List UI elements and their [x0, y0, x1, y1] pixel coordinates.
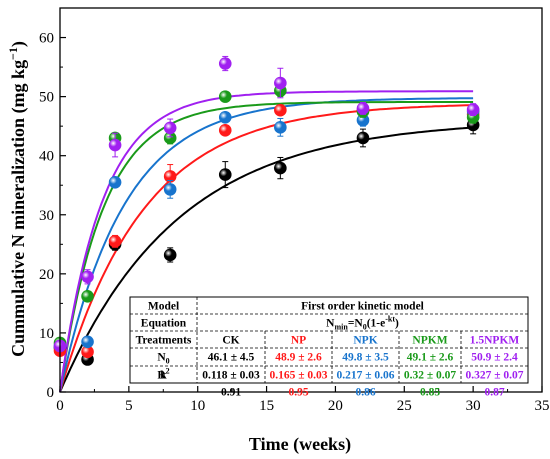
y-tick-label: 50 [39, 90, 54, 106]
fit-curve-npk [59, 97, 474, 393]
data-point-npk [218, 110, 232, 124]
data-point-npk [108, 175, 122, 189]
table-cell-n0: 49.8 ± 3.5 [342, 352, 389, 364]
table-cell-r2: 0.91 [221, 387, 241, 399]
data-point-np [218, 123, 232, 137]
data-point-ck [163, 248, 177, 262]
table-col-header: NPKM [412, 335, 447, 347]
axes: 0 5 10 15 20 25 30 35 0 10 20 30 40 50 60 [39, 7, 550, 414]
table-cell-r2: 0.85 [420, 387, 440, 399]
table-cell-n0: 50.9 ± 2.4 [471, 352, 518, 364]
data-point-np [108, 235, 122, 248]
data-points [53, 55, 480, 366]
fit-curves [59, 90, 474, 393]
table-cell-r2: 0.95 [288, 387, 308, 399]
data-point-15npkm [274, 76, 287, 90]
table-col-header: NP [291, 335, 306, 347]
data-point-15npkm [466, 103, 480, 116]
y-tick-label: 20 [39, 267, 54, 283]
y-tick-label: 0 [47, 385, 55, 401]
table-col-header: 1.5NPKM [470, 335, 520, 347]
table-cell-k: 0.217 ± 0.06 [336, 370, 394, 382]
y-tick-label: 40 [39, 149, 54, 165]
table-cell-k: 0.327 ± 0.07 [465, 370, 523, 382]
data-point-15npkm [356, 102, 370, 115]
table-row-label: N0 [157, 352, 169, 366]
kinetic-table: Model First order kinetic model Equation Nm… [129, 296, 529, 399]
data-point-npk [163, 183, 177, 196]
table-col-header: NPK [353, 335, 377, 347]
table-col-header: CK [222, 335, 239, 347]
data-point-15npkm [81, 270, 94, 284]
data-point-npkm [218, 90, 232, 103]
table-cell-k: 0.118 ± 0.03 [202, 370, 260, 382]
x-tick-label: 5 [125, 398, 133, 414]
data-point-npk [274, 121, 287, 134]
data-point-15npkm [108, 138, 122, 152]
table-cell-k: 0.165 ± 0.03 [269, 370, 327, 382]
table-cell-n0: 49.1 ± 2.6 [407, 352, 454, 364]
x-tick-label: 10 [190, 398, 205, 414]
x-tick-label: 35 [535, 398, 550, 414]
data-point-npk [81, 335, 94, 349]
fit-curve-15npkm [59, 90, 474, 393]
x-axis-label: Time (weeks) [249, 434, 351, 455]
table-cell-n0: 48.9 ± 2.6 [275, 352, 322, 364]
table-equation: Nmin=N0(1-e-kt) [326, 315, 399, 332]
data-point-ck [356, 131, 370, 145]
table-cell-n0: 46.1 ± 4.5 [208, 352, 255, 364]
table-cell-r2: 0.87 [484, 387, 504, 399]
x-tick-label: 30 [466, 398, 481, 414]
table-frame [129, 296, 529, 384]
data-point-15npkm [163, 121, 177, 135]
fit-curve-ck [59, 126, 474, 393]
table-title: First order kinetic model [301, 301, 424, 313]
data-point-ck [274, 161, 287, 175]
table-model-label: Model [148, 301, 179, 313]
data-point-npkm [81, 289, 94, 303]
x-tick-label: 25 [397, 398, 412, 414]
x-tick-label: 20 [328, 398, 343, 414]
table-cell-r2: 0.86 [355, 387, 375, 399]
table-treatments-label: Treatments [136, 335, 192, 347]
y-tick-label: 30 [39, 208, 54, 224]
x-tick-label: 15 [259, 398, 274, 414]
y-tick-label: 10 [39, 326, 54, 342]
table-row-label: k [160, 370, 167, 382]
table-equation-label: Equation [141, 318, 187, 330]
y-tick-label: 60 [39, 31, 54, 47]
x-tick-label: 0 [56, 398, 64, 414]
fit-curve-np [59, 104, 474, 393]
table-row-label: R2 [157, 367, 169, 382]
fit-curve-npkm [59, 101, 474, 393]
table-cell-k: 0.32 ± 0.07 [404, 370, 457, 382]
data-point-np [274, 103, 287, 117]
data-point-ck [218, 168, 232, 181]
y-axis-label: Cummulative N mineralization (mg kg−1) [6, 41, 29, 357]
data-point-15npkm [218, 57, 232, 70]
